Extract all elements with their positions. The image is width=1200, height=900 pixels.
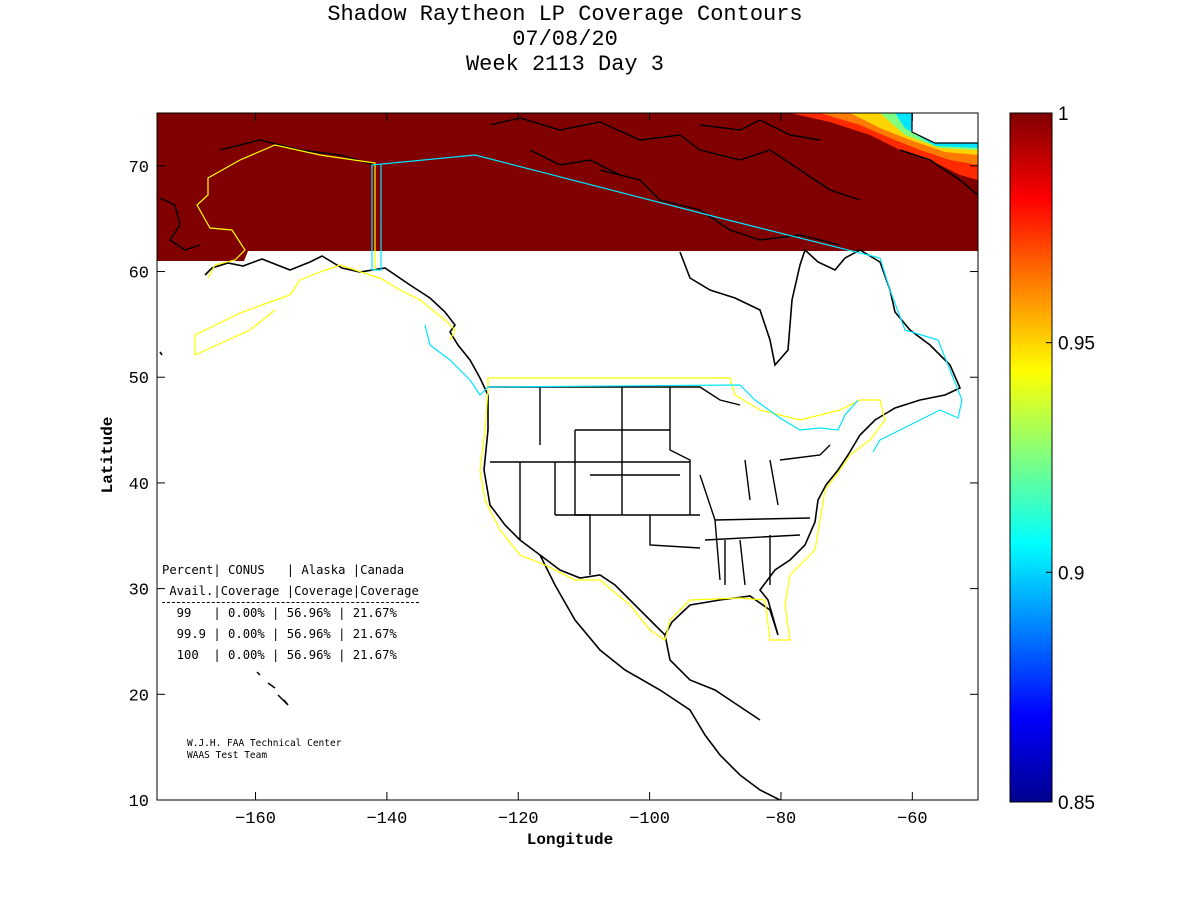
y-tick-label: 50: [129, 370, 149, 389]
canada-boundary: [371, 154, 963, 453]
coverage-region: [157, 113, 978, 261]
greenland-coast: [899, 149, 978, 196]
y-tick-label: 20: [129, 687, 149, 706]
colorbar-ticks: 0.85 0.9 0.95 1: [1046, 104, 1095, 814]
credit-line-2: WAAS Test Team: [187, 750, 268, 761]
title-line-2: 07/08/20: [512, 27, 618, 52]
y-tick-label: 40: [129, 476, 149, 495]
y-tick-label: 70: [129, 159, 149, 178]
colorbar-tick-label: 0.9: [1058, 563, 1084, 584]
x-tick-label: −140: [366, 810, 407, 829]
x-tick-label: −160: [235, 810, 276, 829]
state-borders: [488, 386, 831, 586]
credit-line-1: W.J.H. FAA Technical Center: [187, 738, 342, 749]
hawaii-islands: [256, 671, 289, 706]
alaska-boundary: [194, 144, 456, 356]
y-tick-label: 30: [129, 582, 149, 601]
title-line-3: Week 2113 Day 3: [465, 52, 665, 77]
mexico-coast: [539, 554, 781, 800]
y-tick-label: 60: [129, 265, 149, 284]
coverage-stats-table: Percent| CONUS | Alaska |Canada Avail.|C…: [162, 560, 419, 666]
stats-row-100: 100 | 0.00% | 56.96% | 21.67%: [162, 648, 397, 662]
title-line-1: Shadow Raytheon LP Coverage Contours: [327, 2, 803, 27]
x-tick-label: −80: [766, 810, 797, 829]
stats-row-99-9: 99.9 | 0.00% | 56.96% | 21.67%: [162, 627, 397, 641]
x-tick-label: −120: [498, 810, 539, 829]
coastline: [159, 248, 962, 637]
stats-row-99: 99 | 0.00% | 56.96% | 21.67%: [162, 606, 397, 620]
y-axis: 10 20 30 40 50 60 70: [129, 159, 978, 812]
colorbar: [1009, 112, 1053, 803]
x-tick-label: −100: [629, 810, 670, 829]
colorbar-tick-label: 0.85: [1058, 793, 1095, 814]
plot-frame: [156, 112, 979, 801]
x-axis-title: Longitude: [527, 831, 613, 849]
x-axis: −160 −140 −120 −100 −80 −60: [235, 113, 928, 829]
x-tick-label: −60: [897, 810, 928, 829]
coverage-gradient-patch: [790, 113, 978, 180]
stats-header-2: Avail.|Coverage |Coverage|Coverage: [162, 581, 419, 603]
stats-header-1: Percent| CONUS | Alaska |Canada: [162, 563, 405, 577]
credit-text: W.J.H. FAA Technical Center WAAS Test Te…: [187, 738, 341, 762]
conus-boundary: [479, 377, 886, 641]
colorbar-tick-label: 1: [1058, 104, 1069, 125]
y-axis-title: Latitude: [99, 417, 117, 494]
colorbar-tick-label: 0.95: [1058, 334, 1095, 355]
y-tick-label: 10: [129, 793, 149, 812]
